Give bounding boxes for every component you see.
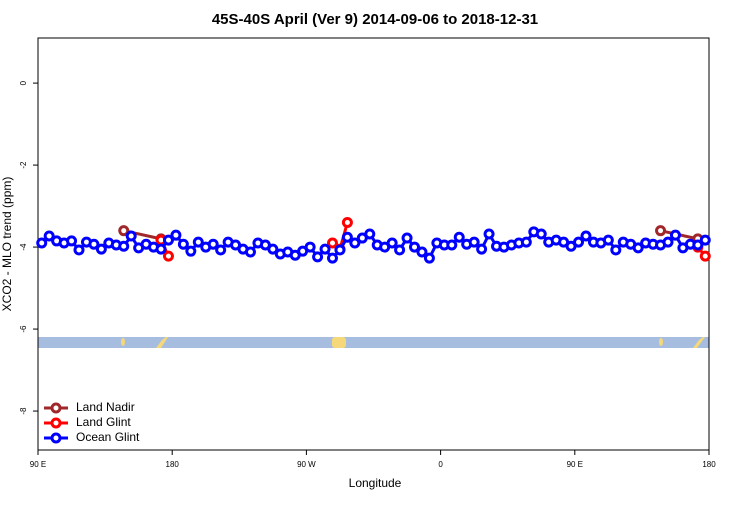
land-blob (156, 337, 168, 348)
data-point (520, 236, 532, 248)
data-point (341, 216, 353, 228)
data-point (483, 228, 495, 240)
data-point (177, 238, 189, 250)
data-point (610, 244, 622, 256)
data-point (341, 231, 353, 243)
data-point (43, 230, 55, 242)
data-point (73, 244, 85, 256)
data-point (185, 245, 197, 257)
data-point (699, 234, 711, 246)
legend-marker (50, 417, 62, 429)
data-point (573, 236, 585, 248)
data-point (118, 240, 130, 252)
data-point (170, 229, 182, 241)
data-point (446, 239, 458, 251)
data-point (602, 234, 614, 246)
data-point (162, 234, 174, 246)
data-point (662, 236, 674, 248)
x-tick-label: 180 (166, 460, 180, 469)
land-blob (659, 338, 663, 346)
data-point (155, 243, 167, 255)
data-point (386, 237, 398, 249)
data-point (36, 237, 48, 249)
map-strip (38, 337, 709, 348)
x-tick-label: 90 E (567, 460, 583, 469)
data-point (423, 252, 435, 264)
data-point (669, 229, 681, 241)
data-point (655, 225, 667, 237)
x-tick-label: 0 (438, 460, 443, 469)
x-axis-label: Longitude (349, 476, 402, 490)
data-point (118, 225, 130, 237)
legend-marker (50, 432, 62, 444)
y-tick-label: -8 (19, 407, 28, 415)
y-tick-label: 0 (19, 80, 28, 85)
legend-marker (50, 402, 62, 414)
data-point (401, 232, 413, 244)
data-point (312, 251, 324, 263)
data-point (476, 243, 488, 255)
data-point (162, 250, 174, 262)
data-point (349, 237, 361, 249)
data-point (699, 250, 711, 262)
data-point (453, 231, 465, 243)
legend-label: Ocean Glint (76, 430, 140, 444)
data-point (215, 244, 227, 256)
data-point (364, 228, 376, 240)
y-axis-label: XCO2 - MLO trend (ppm) (0, 177, 14, 312)
legend-label: Land Glint (76, 415, 131, 429)
land-blob (693, 337, 705, 348)
data-point (409, 241, 421, 253)
data-point (88, 238, 100, 250)
data-point (326, 252, 338, 264)
land-blob (332, 337, 346, 348)
land-blob (121, 338, 125, 346)
data-point (692, 239, 704, 251)
data-point (535, 228, 547, 240)
data-point (334, 244, 346, 256)
y-tick-label: -4 (19, 243, 28, 251)
data-point (416, 246, 428, 258)
data-point (326, 237, 338, 249)
data-point (207, 238, 219, 250)
data-point (95, 243, 107, 255)
data-point (394, 244, 406, 256)
data-point (192, 236, 204, 248)
x-tick-label: 180 (702, 460, 716, 469)
data-point (125, 230, 137, 242)
x-tick-label: 90 W (297, 460, 316, 469)
data-point (580, 230, 592, 242)
data-point (267, 243, 279, 255)
data-point (468, 236, 480, 248)
data-point (319, 243, 331, 255)
data-point (304, 241, 316, 253)
y-tick-label: -6 (19, 325, 28, 333)
x-tick-label: 90 E (30, 460, 46, 469)
ocean-strip (38, 337, 709, 348)
data-point (244, 246, 256, 258)
legend-label: Land Nadir (76, 400, 135, 414)
y-tick-label: -2 (19, 161, 28, 169)
data-point (66, 235, 78, 247)
data-point (632, 242, 644, 254)
chart-title: 45S-40S April (Ver 9) 2014-09-06 to 2018… (212, 11, 538, 28)
